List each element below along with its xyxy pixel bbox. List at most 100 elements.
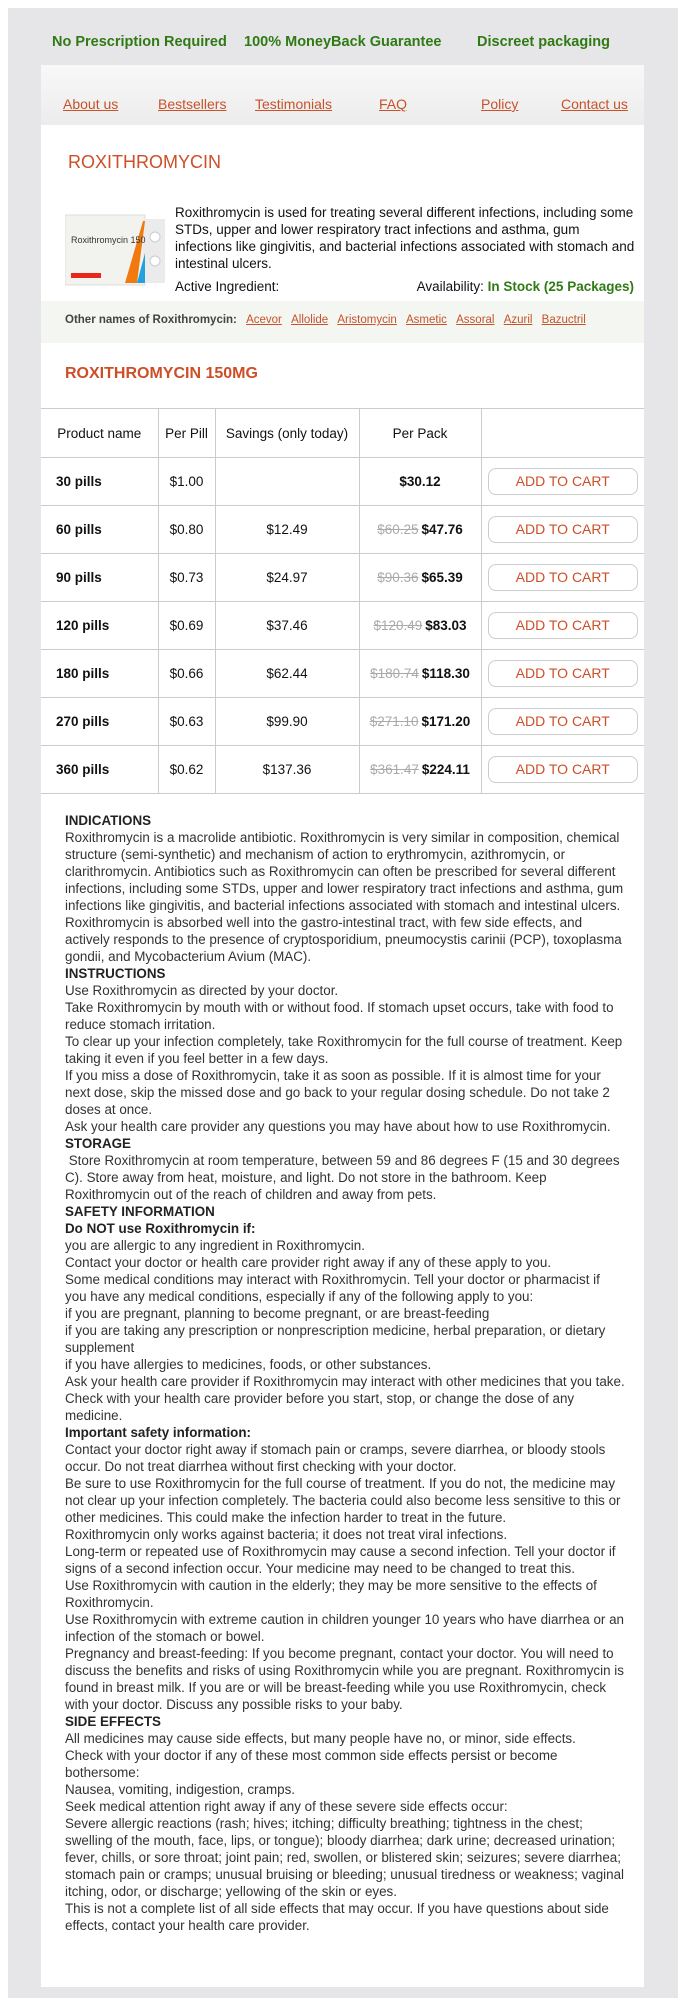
promo-bar: No Prescription Required 100% MoneyBack …: [8, 34, 678, 56]
nav-contact-us[interactable]: Contact us: [561, 96, 628, 112]
other-name-link[interactable]: Acevor: [246, 314, 282, 326]
row-product-name: 30 pills: [41, 457, 158, 506]
availability-label: Availability:: [416, 279, 484, 294]
info-paragraph: if you are pregnant, planning to become …: [65, 1306, 490, 1321]
info-paragraph: Some medical conditions may interact wit…: [65, 1272, 604, 1304]
header-per-pack: Per Pack: [358, 408, 481, 458]
row-per-pill: $1.00: [157, 457, 215, 506]
row-per-pill: $0.73: [157, 553, 215, 602]
availability: Availability: In Stock (25 Packages): [417, 279, 634, 294]
add-to-cart-button[interactable]: ADD TO CART: [487, 612, 638, 639]
info-paragraph: Check with your doctor if any of these m…: [65, 1748, 562, 1780]
row-per-pill: $0.69: [157, 601, 215, 650]
table-row: 90 pills $0.73 $24.97 $90.36 $65.39 ADD TO CA…: [41, 553, 644, 602]
info-paragraph: Long-term or repeated use of Roxithromyc…: [65, 1544, 620, 1576]
page-background: No Prescription Required 100% MoneyBack …: [8, 8, 678, 1998]
row-savings: $62.44: [214, 649, 359, 698]
row-old-price: $271.10: [369, 714, 419, 729]
add-to-cart-button[interactable]: ADD TO CART: [487, 516, 638, 543]
add-to-cart-button[interactable]: ADD TO CART: [487, 468, 638, 495]
row-per-pack: $30.12: [358, 457, 481, 506]
row-old-price: $361.47: [370, 762, 419, 777]
section-heading: Do NOT use Roxithromycin if:: [65, 1221, 256, 1236]
info-paragraph: If you miss a dose of Roxithromycin, tak…: [65, 1068, 614, 1117]
add-to-cart-button[interactable]: ADD TO CART: [487, 564, 638, 591]
section-heading: SAFETY INFORMATION: [65, 1204, 215, 1219]
row-per-pill: $0.66: [157, 649, 215, 698]
active-ingredient-label: Active Ingredient:: [175, 279, 280, 294]
row-savings: $24.97: [214, 553, 359, 602]
row-action: ADD TO CART: [480, 745, 644, 794]
info-paragraph: Nausea, vomiting, indigestion, cramps.: [65, 1782, 295, 1797]
content-panel: ROXITHROMYCIN Roxithromycin 150 Roxithro…: [41, 125, 644, 1987]
other-name-link[interactable]: Asmetic: [406, 314, 447, 326]
info-paragraph: Take Roxithromycin by mouth with or with…: [65, 1000, 618, 1032]
info-paragraph: if you have allergies to medicines, food…: [65, 1357, 432, 1372]
add-to-cart-button[interactable]: ADD TO CART: [487, 660, 638, 687]
other-name-link[interactable]: Allolide: [291, 314, 329, 326]
row-product-name: 270 pills: [41, 697, 158, 746]
info-paragraph: Severe allergic reactions (rash; hives; …: [65, 1816, 628, 1899]
row-price: $171.20: [421, 714, 471, 729]
nav-testimonials[interactable]: Testimonials: [255, 96, 333, 112]
info-paragraph: Pregnancy and breast-feeding: If you bec…: [65, 1646, 628, 1712]
info-paragraph: Roxithromycin only works against bacteri…: [65, 1527, 508, 1542]
row-product-name: 90 pills: [41, 553, 158, 602]
info-paragraph: Use Roxithromycin with extreme caution i…: [65, 1612, 628, 1644]
add-to-cart-button[interactable]: ADD TO CART: [487, 756, 638, 783]
info-paragraph: Store Roxithromycin at room temperature,…: [65, 1153, 624, 1202]
row-savings: $37.46: [214, 601, 359, 650]
row-old-price: $120.49: [373, 618, 423, 633]
product-information: INDICATIONS Roxithromycin is a macrolide …: [65, 812, 625, 1934]
table-row: 360 pills $0.62 $137.36 $361.47 $224.11 ADD T…: [41, 745, 644, 794]
header-product-name: Product name: [41, 408, 158, 458]
row-per-pack: $180.74 $118.30: [358, 649, 481, 698]
nav-faq[interactable]: FAQ: [379, 96, 408, 112]
other-name-link[interactable]: Assoral: [456, 314, 495, 326]
row-price: $65.39: [421, 570, 463, 585]
row-action: ADD TO CART: [480, 649, 644, 698]
nav-bestsellers[interactable]: Bestsellers: [158, 96, 227, 112]
other-name-link[interactable]: Azuril: [503, 314, 533, 326]
row-old-price: $60.25: [377, 522, 419, 537]
info-paragraph: Use Roxithromycin as directed by your do…: [65, 983, 339, 998]
info-paragraph: Contact your doctor or health care provi…: [65, 1255, 552, 1270]
row-per-pill: $0.62: [157, 745, 215, 794]
section-heading: INSTRUCTIONS: [65, 966, 166, 981]
product-box-label: Roxithromycin 150: [71, 235, 146, 245]
info-paragraph: To clear up your infection completely, t…: [65, 1034, 626, 1066]
row-price: $30.12: [399, 474, 441, 489]
nav-about-us[interactable]: About us: [63, 96, 119, 112]
table-row: 180 pills $0.66 $62.44 $180.74 $118.30 ADD TO…: [41, 649, 644, 698]
row-action: ADD TO CART: [480, 505, 644, 554]
section-heading: INDICATIONS: [65, 813, 152, 828]
row-action: ADD TO CART: [480, 601, 644, 650]
row-action: ADD TO CART: [480, 553, 644, 602]
product-box-image: Roxithromycin 150: [65, 214, 165, 286]
row-savings: $137.36: [214, 745, 359, 794]
pricing-title: ROXITHROMYCIN 150MG: [65, 365, 258, 382]
row-per-pack: $361.47 $224.11: [358, 745, 481, 794]
row-product-name: 180 pills: [41, 649, 158, 698]
info-paragraph: Ask your health care provider any questi…: [65, 1119, 611, 1134]
row-per-pack: $120.49 $83.03: [358, 601, 481, 650]
row-per-pill: $0.63: [157, 697, 215, 746]
row-per-pack: $60.25 $47.76: [358, 505, 481, 554]
other-name-link[interactable]: Aristomycin: [337, 314, 397, 326]
product-title: ROXITHROMYCIN: [68, 152, 221, 172]
header-action: [480, 408, 644, 458]
row-per-pack: $90.36 $65.39: [358, 553, 481, 602]
header-savings: Savings (only today): [214, 408, 359, 458]
table-row: 60 pills $0.80 $12.49 $60.25 $47.76 ADD TO CA…: [41, 505, 644, 554]
table-header-row: Product name Per Pill Savings (only toda…: [41, 408, 644, 458]
info-paragraph: All medicines may cause side effects, bu…: [65, 1731, 576, 1746]
promo-moneyback: 100% MoneyBack Guarantee: [244, 34, 442, 50]
other-name-link[interactable]: Bazuctril: [541, 314, 586, 326]
header-per-pill: Per Pill: [157, 408, 215, 458]
info-paragraph: Seek medical attention right away if any…: [65, 1799, 508, 1814]
row-price: $83.03: [425, 618, 467, 633]
row-price: $224.11: [421, 762, 470, 777]
info-paragraph: Use Roxithromycin with caution in the el…: [65, 1578, 601, 1610]
nav-policy[interactable]: Policy: [481, 96, 519, 112]
add-to-cart-button[interactable]: ADD TO CART: [487, 708, 638, 735]
